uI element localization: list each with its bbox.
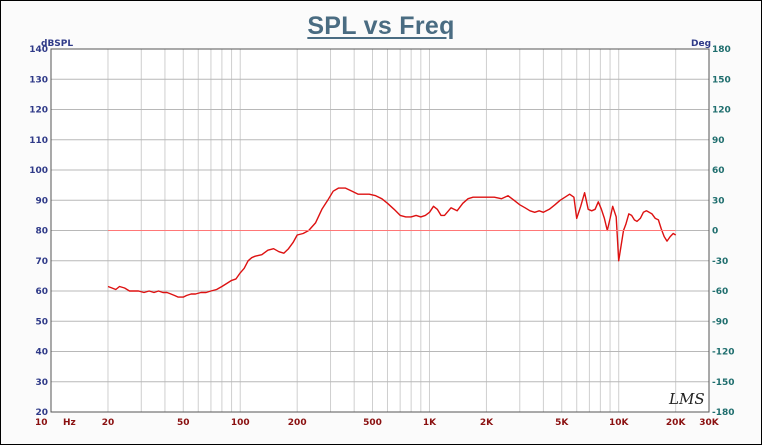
y2-axis-label: Deg (691, 39, 711, 49)
y2-tick-label: 150 (712, 75, 731, 85)
y-tick-label: 20 (35, 408, 48, 418)
y-tick-label: 50 (35, 317, 48, 327)
y-tick-label: 110 (29, 136, 48, 146)
series-layer (107, 187, 677, 298)
spl-series-line (107, 187, 677, 298)
x-tick-label: 2K (480, 418, 494, 428)
y2-tick-label: 30 (712, 196, 725, 206)
x-tick-label: 50 (177, 418, 190, 428)
y-tick-label: 120 (29, 106, 48, 116)
y2-tick-label: -120 (712, 348, 735, 358)
y-tick-label: 60 (35, 287, 48, 297)
y-tick-label: 30 (35, 378, 48, 388)
y-tick-label: 100 (29, 166, 48, 176)
y2-tick-label: 120 (712, 106, 731, 116)
x-tick-label: 20K (666, 418, 687, 428)
x-tick-label: 1K (423, 418, 437, 428)
plot-border (50, 48, 710, 413)
y-axis-label: dBSPL (41, 39, 73, 49)
y2-tick-label: 180 (712, 45, 731, 55)
y2-tick-label: -180 (712, 408, 735, 418)
y-tick-label: 140 (29, 45, 48, 55)
y2-tick-label: 90 (712, 136, 725, 146)
x-axis-unit-label: Hz (63, 418, 76, 428)
x-tick-label: 5K (555, 418, 569, 428)
y2-tick-label: 0 (712, 227, 718, 237)
y2-tick-label: -60 (712, 287, 728, 297)
chart-title: SPL vs Freq (307, 12, 455, 40)
y-tick-label: 40 (35, 348, 48, 358)
y-tick-label: 130 (29, 75, 48, 85)
y2-tick-label: -30 (712, 257, 728, 267)
y-tick-label: 90 (35, 196, 48, 206)
axis-ticks: 1401301201101009080706050403020180150120… (29, 45, 734, 428)
x-tick-label: 10K (609, 418, 630, 428)
y2-tick-label: -150 (712, 378, 735, 388)
y-tick-label: 80 (35, 227, 48, 237)
x-tick-label: 200 (288, 418, 307, 428)
x-tick-label: 20 (102, 418, 115, 428)
x-tick-label: 30K (699, 418, 720, 428)
y2-tick-label: 60 (712, 166, 725, 176)
x-tick-label: 10 (35, 418, 48, 428)
x-tick-label: 100 (231, 418, 250, 428)
lms-logo: LMS (668, 390, 705, 408)
y-tick-label: 70 (35, 257, 48, 267)
x-tick-label: 500 (363, 418, 382, 428)
y2-tick-label: -90 (712, 317, 728, 327)
